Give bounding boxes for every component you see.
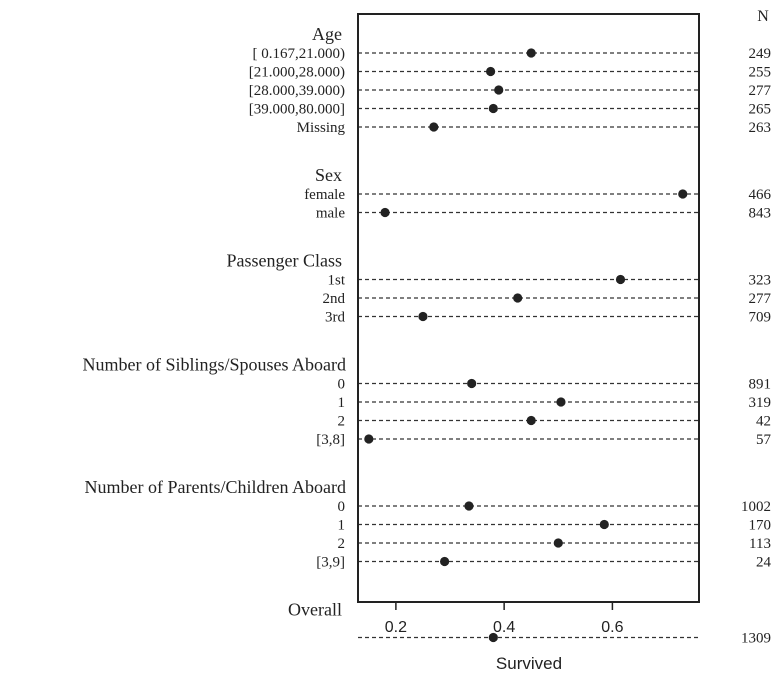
row-label: 2nd	[323, 291, 346, 307]
row-label: [3,9]	[316, 555, 345, 571]
n-value: 466	[749, 187, 772, 203]
data-point	[488, 632, 498, 643]
data-point	[494, 85, 504, 95]
row-labels: [ 0.167,21.000) [21.000,28.000) [28.000,39…	[249, 46, 346, 571]
row-label: 2	[338, 414, 346, 430]
row-label: 0	[338, 377, 346, 393]
data-point	[429, 122, 439, 132]
group-label: Age	[312, 24, 342, 44]
group-label: Number of Parents/Children Aboard	[85, 477, 346, 497]
n-header: N	[757, 8, 769, 25]
n-value: 1309	[741, 631, 771, 647]
n-value: 255	[749, 65, 772, 81]
n-value: 709	[749, 310, 772, 326]
n-value: 319	[749, 395, 772, 411]
data-point	[464, 501, 474, 511]
row-label: [28.000,39.000)	[249, 83, 345, 99]
x-tick-label: 0.2	[385, 619, 407, 636]
n-value: 263	[749, 120, 772, 136]
row-label: 1	[338, 395, 346, 411]
n-value: 891	[749, 377, 772, 393]
group-labels: Age Sex Passenger Class Number of Siblings/…	[83, 24, 347, 620]
n-value: 170	[749, 518, 772, 534]
group-label: Number of Siblings/Spouses Aboard	[83, 355, 347, 375]
n-value: 1002	[741, 499, 771, 515]
x-tick-label: 0.6	[601, 619, 623, 636]
n-value: 57	[756, 432, 772, 448]
x-axis-label: Survived	[496, 654, 562, 673]
row-label: 2	[338, 536, 346, 552]
data-point	[418, 311, 428, 322]
group-label: Sex	[315, 165, 342, 185]
n-value: 249	[749, 46, 772, 62]
data-point	[486, 66, 496, 77]
row-label: [39.000,80.000]	[249, 102, 345, 118]
data-point	[553, 538, 563, 548]
row-label: Missing	[297, 120, 346, 136]
guide-lines	[358, 52, 699, 639]
n-value: 277	[749, 291, 772, 307]
data-point	[556, 397, 566, 407]
data-point	[380, 207, 390, 218]
row-label: male	[316, 206, 345, 222]
n-value: 323	[749, 273, 772, 289]
x-axis: 0.2 0.4 0.6	[385, 602, 624, 636]
data-point	[467, 378, 477, 389]
n-value: 265	[749, 102, 772, 118]
data-point	[615, 274, 626, 285]
plot-frame	[357, 13, 700, 603]
group-label: Passenger Class	[227, 251, 343, 271]
row-label: 3rd	[325, 310, 345, 326]
data-point	[599, 519, 609, 530]
n-value: 42	[756, 414, 771, 430]
data-point	[488, 103, 498, 114]
data-point	[678, 189, 688, 199]
row-label: female	[304, 187, 345, 203]
row-label: 1	[338, 518, 346, 534]
row-label: [ 0.167,21.000)	[253, 46, 346, 62]
data-point	[526, 48, 536, 58]
data-point	[440, 556, 450, 567]
x-tick-label: 0.4	[493, 619, 515, 636]
group-label: Overall	[288, 600, 342, 620]
data-point	[513, 293, 523, 303]
n-value: 843	[749, 206, 772, 222]
n-labels: 249 255 277 265 263 466 843 323 277 709 891 319 42 57…	[741, 46, 772, 647]
data-points	[364, 48, 688, 643]
row-label: 0	[338, 499, 346, 515]
n-value: 24	[756, 555, 772, 571]
row-label: [3,8]	[316, 432, 345, 448]
row-label: [21.000,28.000)	[249, 65, 345, 81]
row-label: 1st	[327, 273, 345, 289]
data-point	[526, 415, 536, 426]
data-point	[364, 434, 374, 444]
n-value: 277	[749, 83, 772, 99]
n-value: 113	[749, 536, 771, 552]
